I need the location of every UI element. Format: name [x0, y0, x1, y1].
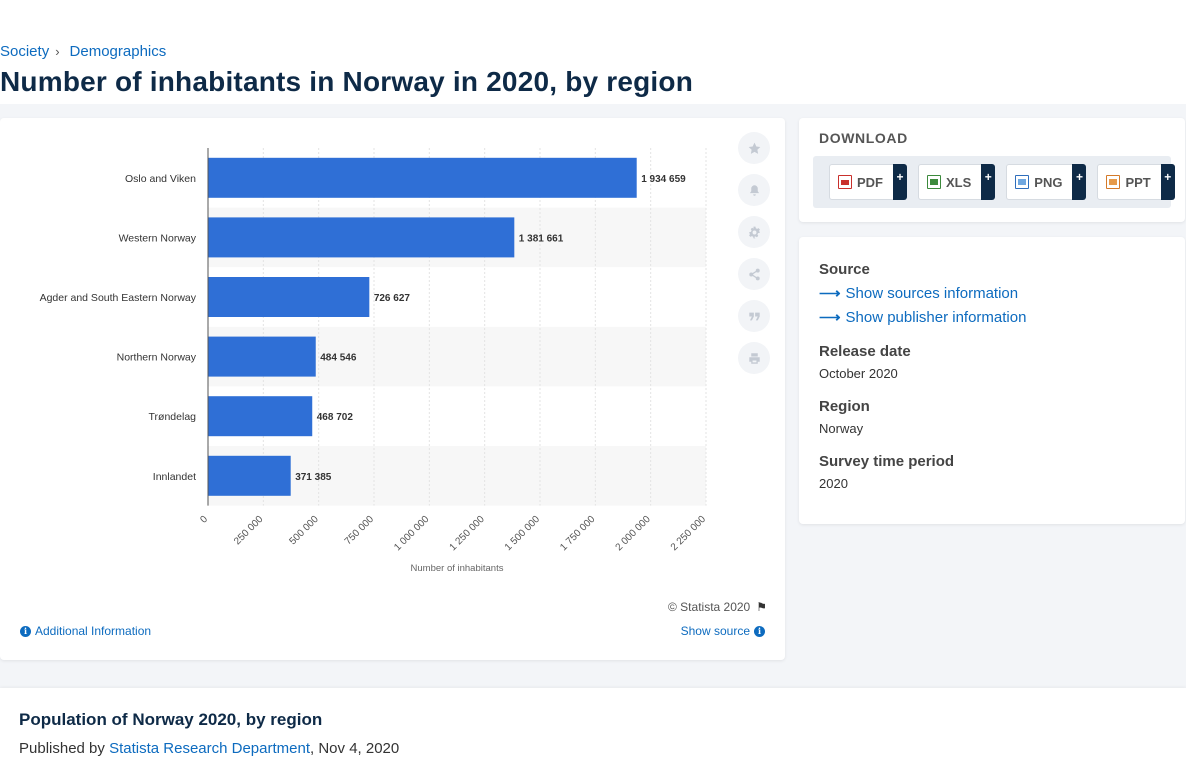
breadcrumb-separator: › [55, 44, 60, 59]
data-label: 371 385 [295, 472, 332, 483]
x-tick-label: 250 000 [232, 514, 266, 548]
cite-button[interactable] [738, 300, 770, 332]
publisher-link[interactable]: Statista Research Department [109, 740, 311, 757]
bar [208, 157, 637, 198]
x-tick-label: 2 250 000 [669, 514, 709, 554]
related-statistic: Population of Norway 2020, by region Pub… [0, 688, 1186, 760]
download-xls-label: XLS [946, 174, 972, 190]
breadcrumb-demographics[interactable]: Demographics [69, 43, 167, 60]
notification-button[interactable] [738, 174, 770, 206]
print-button[interactable] [738, 342, 770, 374]
published-date: , Nov 4, 2020 [310, 740, 400, 757]
bar [208, 217, 515, 258]
info-icon: i [20, 625, 31, 637]
xls-file-icon [927, 175, 941, 189]
png-file-icon [1015, 175, 1030, 189]
category-label: Trøndelag [149, 411, 197, 423]
data-label: 1 934 659 [641, 174, 686, 185]
page-title: Number of inhabitants in Norway in 2020,… [0, 66, 694, 97]
release-date-heading: Release date [819, 343, 911, 360]
show-source-label: Show source [680, 624, 750, 638]
download-buttons: PDF + XLS + PNG + PPT + [813, 156, 1175, 208]
plus-icon: + [1072, 164, 1087, 200]
survey-period-heading: Survey time period [819, 453, 955, 470]
download-panel: DOWNLOAD PDF + XLS + PNG + PPT + [799, 118, 1185, 222]
arrow-right-icon: ⟶ [819, 285, 841, 302]
plus-icon: + [893, 164, 907, 200]
download-ppt-button[interactable]: PPT + [1097, 164, 1175, 200]
additional-information-link[interactable]: i Additional Information [20, 624, 151, 638]
show-source-link[interactable]: Show source i [681, 624, 765, 638]
bar [208, 336, 316, 377]
x-tick-label: 500 000 [287, 514, 321, 548]
published-prefix: Published by [19, 740, 105, 757]
x-tick-label: 2 000 000 [614, 514, 654, 554]
data-label: 484 546 [320, 353, 357, 364]
info-icon: i [754, 625, 765, 637]
show-sources-link[interactable]: ⟶ Show sources information [819, 284, 1019, 303]
bell-icon [749, 184, 759, 196]
survey-period-value: 2020 [819, 476, 848, 491]
category-label: Western Norway [119, 232, 197, 244]
x-tick-label: 1 750 000 [558, 514, 598, 554]
bar-chart: Oslo and Viken 1 934 659 Western Norway 1 3… [40, 148, 709, 574]
show-publisher-label: Show publisher information [845, 308, 1027, 326]
copyright-text: © Statista 2020 [668, 600, 751, 614]
header-background [0, 0, 1186, 104]
ppt-file-icon [1106, 175, 1121, 189]
download-xls-button[interactable]: XLS + [918, 164, 996, 200]
share-icon [748, 268, 760, 280]
show-publisher-link[interactable]: ⟶ Show publisher information [819, 308, 1027, 327]
bar [208, 396, 313, 437]
settings-button[interactable] [738, 216, 770, 248]
bar [208, 277, 370, 317]
x-tick-label: 0 [198, 514, 210, 526]
copyright: © Statista 2020 ⚑ [668, 600, 767, 614]
download-title: DOWNLOAD [819, 130, 908, 146]
region-heading: Region [819, 398, 870, 415]
data-label: 726 627 [374, 293, 411, 304]
print-icon [748, 352, 760, 364]
breadcrumb-society[interactable]: Society [0, 43, 50, 60]
source-heading: Source [819, 261, 870, 278]
release-date-value: October 2020 [819, 366, 898, 381]
star-icon [748, 142, 760, 154]
flag-icon[interactable]: ⚑ [756, 600, 767, 614]
plus-icon: + [981, 164, 996, 200]
arrow-right-icon: ⟶ [819, 309, 841, 326]
category-label: Oslo and Viken [125, 173, 196, 185]
show-sources-label: Show sources information [845, 284, 1019, 302]
download-pdf-button[interactable]: PDF + [829, 164, 907, 200]
breadcrumb: Society › Demographics [0, 43, 166, 60]
plus-icon: + [1160, 164, 1175, 200]
published-by: Published by Statista Research Departmen… [19, 740, 399, 757]
x-tick-label: 1 500 000 [503, 514, 543, 554]
gear-icon [748, 226, 760, 238]
chart-card: Oslo and Viken 1 934 659 Western Norway 1 3… [0, 118, 785, 660]
download-ppt-label: PPT [1125, 174, 1151, 190]
row-band [208, 446, 706, 506]
pdf-file-icon [838, 175, 852, 189]
favorite-button[interactable] [738, 132, 770, 164]
data-label: 468 702 [317, 412, 354, 423]
x-axis-title: Number of inhabitants [411, 563, 504, 574]
quote-icon [748, 312, 760, 320]
region-value: Norway [819, 421, 864, 436]
category-label: Agder and South Eastern Norway [40, 292, 197, 304]
related-title[interactable]: Population of Norway 2020, by region [19, 710, 323, 729]
x-tick-label: 1 000 000 [392, 514, 432, 554]
category-label: Innlandet [153, 471, 196, 483]
additional-information-label: Additional Information [35, 624, 152, 638]
download-png-label: PNG [1034, 174, 1063, 190]
chart-tools [738, 132, 770, 374]
x-tick-label: 750 000 [343, 514, 377, 548]
download-pdf-label: PDF [857, 174, 883, 190]
download-png-button[interactable]: PNG + [1006, 164, 1087, 200]
category-label: Northern Norway [117, 352, 197, 364]
bar [208, 455, 291, 496]
data-label: 1 381 661 [519, 233, 564, 244]
x-tick-label: 1 250 000 [448, 514, 488, 554]
share-button[interactable] [738, 258, 770, 290]
source-panel: Source ⟶ Show sources information ⟶ Show… [799, 237, 1185, 524]
